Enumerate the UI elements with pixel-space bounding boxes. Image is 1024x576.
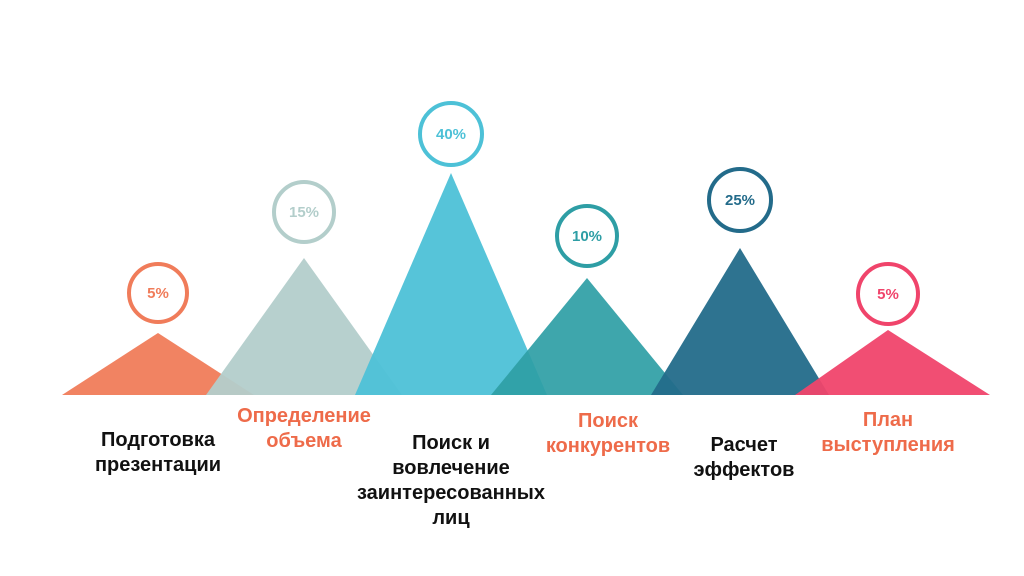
step-label-3: Поиск и вовлечение заинтересованных лиц xyxy=(341,431,561,531)
peak-4 xyxy=(491,278,683,395)
step-label-1: Подготовка презентации xyxy=(58,428,258,478)
percent-text-3: 40% xyxy=(436,126,466,143)
percent-circle-1 xyxy=(127,262,189,324)
peak-1 xyxy=(62,333,254,395)
percent-text-4: 10% xyxy=(572,228,602,245)
step-label-2-line-2: объема xyxy=(266,430,342,452)
step-label-1-line-1: Подготовка xyxy=(101,429,215,451)
step-label-2-line-1: Определение xyxy=(237,405,371,427)
percent-circle-3 xyxy=(418,101,484,167)
step-label-6-line-1: План xyxy=(862,409,914,431)
percent-text-6: 5% xyxy=(877,286,899,303)
step-label-1-line-2: презентации xyxy=(94,454,222,476)
step-label-3-line-4: лиц xyxy=(432,507,470,529)
percent-circle-4 xyxy=(555,204,619,268)
peak-6 xyxy=(795,330,990,395)
percent-text-2: 15% xyxy=(289,204,319,221)
step-label-3-line-3: заинтересованных xyxy=(356,482,546,504)
step-label-5-line-2: эффектов xyxy=(693,459,795,481)
step-label-6-line-2: выступления xyxy=(821,434,955,456)
step-label-4-line-2: конкурентов xyxy=(545,435,671,457)
peak-2 xyxy=(206,258,402,395)
percent-circle-5 xyxy=(707,167,773,233)
step-label-3-line-1: Поиск и xyxy=(412,432,490,454)
step-label-6: План выступления xyxy=(798,408,978,458)
step-label-5: Расчет эффектов xyxy=(654,433,834,483)
step-label-5-line-1: Расчет xyxy=(710,434,778,456)
step-label-2: Определение объема xyxy=(204,404,404,454)
step-label-4: Поиск конкурентов xyxy=(508,409,708,459)
peak-5 xyxy=(651,248,829,395)
percent-circle-6 xyxy=(856,262,920,326)
percent-circle-2 xyxy=(272,180,336,244)
percent-text-5: 25% xyxy=(725,192,755,209)
peak-3 xyxy=(355,173,547,395)
step-label-4-line-1: Поиск xyxy=(577,410,639,432)
percent-text-1: 5% xyxy=(147,285,169,302)
step-label-3-line-2: вовлечение xyxy=(392,457,510,479)
